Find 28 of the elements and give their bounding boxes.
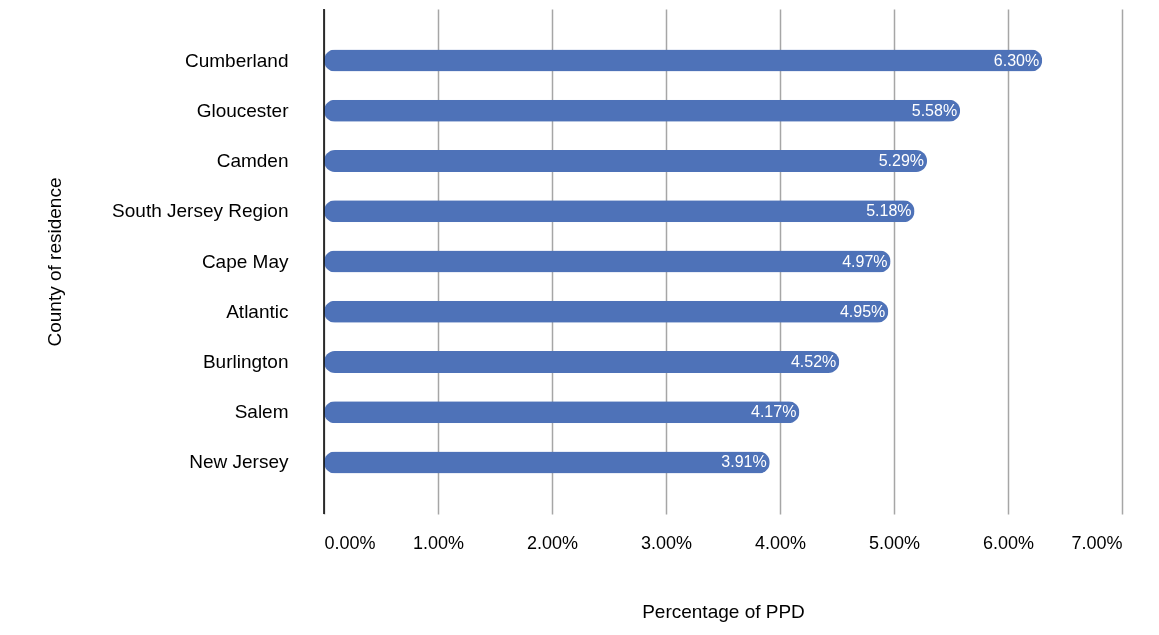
y-tick-label: Cumberland (185, 49, 289, 71)
x-tick-label: 5.00% (868, 532, 921, 553)
y-tick-label: Gloucester (196, 99, 290, 121)
data-label: 4.97% (842, 252, 888, 270)
x-tick-label: 0.00% (324, 532, 376, 553)
x-tick-label: 1.00% (412, 532, 465, 553)
y-tick-label: Cape May (201, 250, 289, 272)
data-label: 4.17% (751, 403, 797, 421)
data-label: 3.91% (721, 453, 767, 471)
y-tick-label: South Jersey Region (112, 200, 289, 222)
data-label: 5.18% (866, 202, 912, 220)
y-tick-label: Salem (234, 401, 289, 423)
x-tick-label: 3.00% (640, 532, 693, 553)
y-tick-label: New Jersey (189, 451, 289, 473)
data-label: 6.30% (993, 51, 1040, 69)
data-label: 5.29% (878, 152, 925, 169)
data-label: 5.58% (911, 101, 958, 119)
y-axis-title: County of residence (43, 177, 65, 347)
x-tick-label: 2.00% (526, 532, 579, 553)
data-label: 4.52% (790, 353, 837, 370)
x-tick-label: 6.00% (982, 532, 1035, 553)
y-tick-label: Camden (216, 150, 289, 171)
x-axis-title: Percentage of PPD (642, 600, 805, 622)
data-label: 4.95% (839, 302, 886, 320)
x-tick-label: 7.00% (1071, 532, 1123, 553)
y-tick-label: Burlington (202, 351, 289, 372)
x-tick-label: 4.00% (754, 532, 807, 553)
y-tick-label: Atlantic (226, 300, 289, 322)
